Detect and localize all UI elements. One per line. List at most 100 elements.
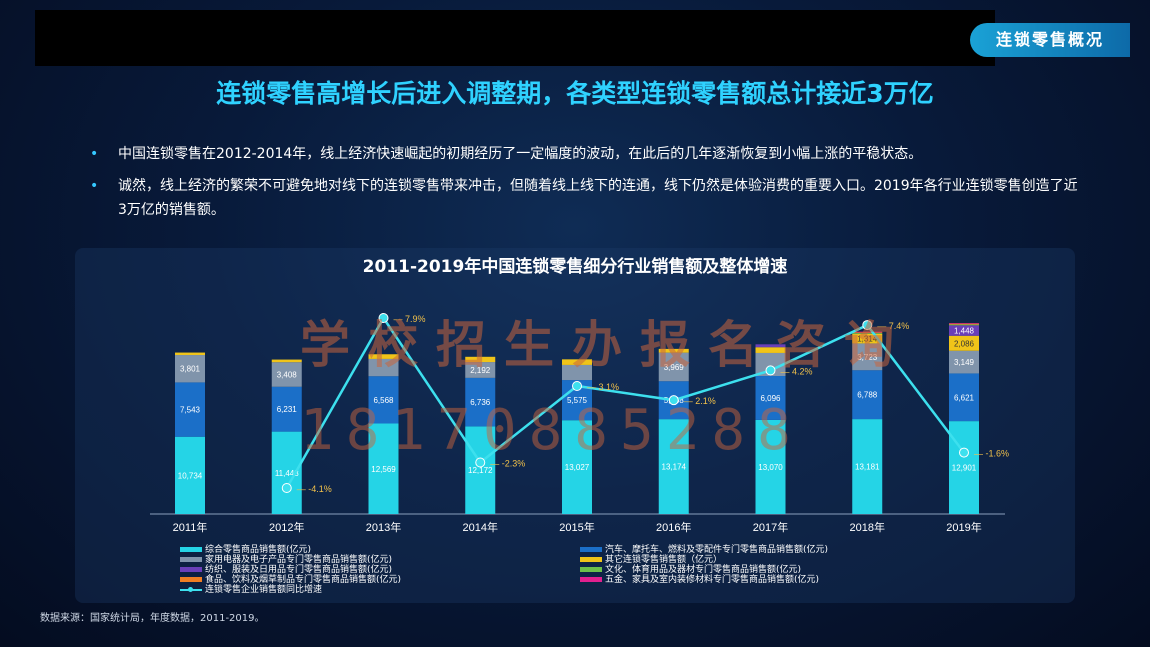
bar-segment-6-8 bbox=[949, 323, 979, 325]
legend-item-series-4: 纺织、服装及日用品专门零售商品销售额(亿元) bbox=[180, 562, 392, 575]
growth-label: — 7.9% bbox=[394, 314, 426, 324]
bar-segment-0-5 bbox=[658, 419, 689, 514]
bar-segment-2-3 bbox=[465, 362, 496, 378]
page-headline: 连锁零售高增长后进入调整期，各类型连锁零售额总计接近3万亿 bbox=[216, 79, 934, 108]
legend-label: 文化、体育用品及器材专门零售商品销售额(亿元) bbox=[605, 565, 802, 575]
legend-label: 食品、饮料及烟草制品专门零售商品销售额(亿元) bbox=[205, 575, 402, 585]
growth-label: — -1.6% bbox=[974, 449, 1009, 459]
bar-segment-0-8 bbox=[949, 421, 979, 514]
growth-label: — -4.1% bbox=[297, 484, 332, 494]
bar-segment-1-8 bbox=[949, 373, 979, 422]
bar-segment-4-8 bbox=[949, 325, 979, 336]
bar-value-label: 6,788 bbox=[857, 391, 878, 400]
bar-segment-2-6 bbox=[755, 352, 786, 377]
x-tick-label: 2011年 bbox=[173, 520, 208, 534]
chart-title: 2011-2019年中国连锁零售细分行业销售额及整体增速 bbox=[362, 257, 788, 277]
watermark-number: 18170885288 bbox=[300, 398, 803, 463]
legend-item-series-6: 食品、饮料及烟草制品专门零售商品销售额(亿元) bbox=[180, 572, 401, 585]
bar-segment-1-0 bbox=[175, 382, 205, 437]
legend-label: 五金、家具及室内装修材料专门零售商品销售额(亿元) bbox=[605, 575, 820, 585]
bar-segment-5-8 bbox=[949, 324, 979, 326]
bar-segment-3-2 bbox=[368, 354, 399, 359]
bar-segment-7-7 bbox=[852, 331, 883, 333]
bar-segment-1-6 bbox=[755, 376, 786, 420]
bar-segment-3-4 bbox=[562, 359, 592, 365]
legend-label: 汽车、摩托车、燃料及零配件专门零售商品销售额(亿元) bbox=[605, 545, 829, 555]
x-tick-label: 2015年 bbox=[559, 520, 594, 534]
bar-value-label: 6,736 bbox=[470, 398, 491, 407]
top-black-bar bbox=[35, 10, 995, 66]
bar-value-label: 7,543 bbox=[180, 406, 201, 415]
bullet-item-1: 中国连锁零售在2012-2014年，线上经济快速崛起的初期经历了一定幅度的波动，… bbox=[90, 142, 1080, 166]
bar-segment-0-3 bbox=[465, 426, 496, 514]
bar-segment-2-0 bbox=[175, 355, 205, 383]
growth-label: — 2.1% bbox=[684, 396, 716, 406]
bar-segment-2-4 bbox=[562, 364, 592, 381]
bullet-list: 中国连锁零售在2012-2014年，线上经济快速崛起的初期经历了一定幅度的波动，… bbox=[90, 142, 1080, 230]
legend-swatch bbox=[180, 547, 202, 552]
legend-item-series-2: 家用电器及电子产品专门零售商品销售额(亿元) bbox=[180, 552, 392, 565]
legend-label: 综合零售商品销售额(亿元) bbox=[205, 545, 312, 555]
bar-segment-2-2 bbox=[368, 358, 399, 377]
legend-item-series-5: 文化、体育用品及器材专门零售商品销售额(亿元) bbox=[580, 562, 801, 575]
bar-segment-3-5 bbox=[658, 348, 689, 353]
legend-swatch bbox=[580, 567, 602, 572]
legend-label: 家用电器及电子产品专门零售商品销售额(亿元) bbox=[205, 555, 393, 565]
bar-segment-0-0 bbox=[175, 436, 205, 514]
x-tick-label: 2016年 bbox=[656, 520, 691, 534]
legend-label: 连锁零售企业销售额同比增速 bbox=[205, 585, 323, 595]
legend-swatch bbox=[580, 577, 602, 582]
bar-value-label: 13,027 bbox=[565, 463, 590, 472]
bar-segment-1-3 bbox=[465, 377, 496, 427]
bar-segment-0-4 bbox=[562, 420, 592, 514]
bar-value-label: 3,149 bbox=[954, 358, 975, 367]
bar-segment-2-7 bbox=[852, 343, 883, 371]
growth-point bbox=[668, 395, 679, 406]
bar-segment-2-1 bbox=[271, 362, 302, 387]
bar-value-label: 6,231 bbox=[277, 405, 298, 414]
legend-swatch bbox=[580, 557, 602, 562]
legend-swatch bbox=[580, 547, 602, 552]
section-tag: 连锁零售概况 bbox=[970, 23, 1130, 57]
growth-point bbox=[862, 320, 873, 331]
bar-value-label: 3,801 bbox=[180, 365, 201, 374]
legend-swatch bbox=[180, 577, 202, 582]
bar-value-label: 6,096 bbox=[760, 394, 781, 403]
bar-value-label: 10,734 bbox=[178, 471, 203, 480]
growth-point bbox=[378, 313, 389, 323]
bar-value-label: 13,174 bbox=[662, 463, 687, 472]
bar-value-label: 1,448 bbox=[954, 327, 975, 336]
x-tick-label: 2013年 bbox=[366, 520, 401, 534]
x-tick-label: 2019年 bbox=[946, 520, 981, 534]
bar-segment-0-6 bbox=[755, 419, 786, 514]
legend-item-series-1: 汽车、摩托车、燃料及零配件专门零售商品销售额(亿元) bbox=[580, 542, 828, 555]
bar-segment-1-7 bbox=[852, 370, 883, 420]
growth-label: — 7.4% bbox=[877, 321, 909, 331]
bar-segment-5-7 bbox=[852, 333, 883, 334]
bar-value-label: 6,621 bbox=[954, 393, 975, 402]
growth-label: — 4.2% bbox=[781, 366, 813, 376]
x-tick-label: 2012年 bbox=[269, 520, 304, 534]
watermark-text: 学校招生办报名咨询 bbox=[300, 315, 912, 374]
growth-point bbox=[572, 381, 582, 391]
bar-value-label: 12,172 bbox=[468, 466, 493, 475]
bar-segment-0-7 bbox=[852, 419, 883, 514]
legend-item-series-3: 其它连锁零售销售额（亿元） bbox=[580, 552, 722, 565]
bar-value-label: 13,181 bbox=[855, 463, 880, 472]
legend-label: 其它连锁零售销售额（亿元） bbox=[605, 555, 723, 565]
bar-value-label: 3,723 bbox=[857, 353, 878, 362]
bar-value-label: 6,568 bbox=[373, 396, 394, 405]
bar-value-label: 2,086 bbox=[954, 339, 975, 348]
bar-value-label: 13,070 bbox=[758, 463, 783, 472]
growth-point bbox=[475, 457, 486, 468]
bar-value-label: 12,901 bbox=[952, 464, 977, 473]
x-tick-label: 2018年 bbox=[850, 520, 885, 534]
bar-value-label: 1,314 bbox=[857, 335, 878, 344]
growth-label: — -2.3% bbox=[490, 459, 525, 469]
bar-segment-4-6 bbox=[755, 344, 786, 348]
legend-label: 纺织、服装及日用品专门零售商品销售额(亿元) bbox=[205, 565, 393, 575]
bar-segment-3-0 bbox=[175, 352, 205, 356]
growth-point bbox=[281, 483, 292, 493]
bar-segment-3-3 bbox=[465, 356, 496, 363]
